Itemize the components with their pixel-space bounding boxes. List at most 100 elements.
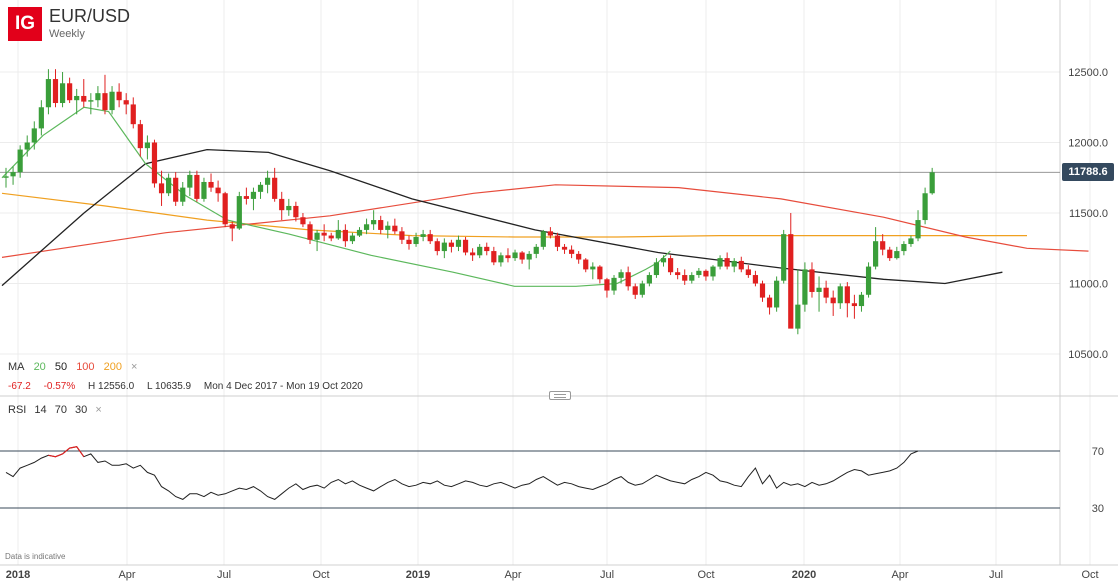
interval-label: Weekly [49,28,85,40]
x-tick-label: Jul [600,569,614,581]
price-stats: -67.2 -0.57% H 12556.0 L 10635.9 Mon 4 D… [8,381,373,392]
candle-up [858,294,865,307]
candle-down [830,297,836,304]
candle-down [194,174,200,199]
rsi-period[interactable]: 14 [34,404,47,416]
candle-down [823,287,829,298]
candle-down [215,187,221,194]
candle-up [166,177,172,194]
ma20-label[interactable]: 20 [33,361,46,373]
candle-up [95,93,101,101]
candle-down [583,259,589,270]
candle-up [187,174,193,188]
candle-down [151,142,158,184]
candle-up [236,196,242,229]
candle-up [371,220,377,225]
candle-down [342,229,348,242]
rsi-legend: RSI 14 70 30 × [8,404,107,416]
candle-down [484,246,490,252]
candle-down [569,249,575,254]
candle-down [81,95,87,102]
axes: 12500.0 12000.0 11500.0 11000.0 10500.0 70 30 2… [6,67,1108,581]
candle-up [201,181,207,199]
candle-up [929,172,935,194]
candle-up [10,172,16,177]
candle-up [180,187,186,202]
candle-down [604,279,610,291]
ma50-label[interactable]: 50 [54,361,68,373]
candle-down [307,224,313,240]
rsi-lower[interactable]: 30 [75,404,88,416]
rsi-tick-label: 30 [1092,503,1104,515]
y-tick-label: 12000.0 [1068,138,1108,150]
ma200-label[interactable]: 200 [103,361,122,373]
candle-down [52,79,59,104]
candle-down [378,220,384,230]
candle-down [434,241,440,252]
candle-up [3,176,9,178]
rsi-tick-label: 70 [1092,446,1104,458]
ma-legend: MA 20 50 100 200 × [8,361,143,373]
instrument-title: EUR/USD [49,6,131,26]
y-tick-label: 11000.0 [1069,279,1108,291]
candle-down [724,258,730,267]
candle-up [922,193,928,221]
y-tick-label: 10500.0 [1068,349,1108,361]
candle-up [257,184,264,192]
candle-down [766,297,773,308]
candle-up [540,231,546,247]
candle-down [67,83,73,101]
candle-up [512,252,518,259]
candle-down [887,249,893,259]
ma100-label[interactable]: 100 [76,361,95,373]
candle-up [689,275,695,281]
candle-up [286,205,292,211]
x-tick-label: Jul [989,569,1003,581]
ma-close-icon[interactable]: × [131,361,138,373]
candle-down [667,258,674,273]
candle-down [561,246,568,250]
candle-down [448,242,455,247]
x-tick-label: 2018 [6,569,30,581]
candle-up [526,253,532,260]
candle-up [88,100,94,102]
candle-up [144,142,150,149]
candle-down [809,269,815,292]
candle-up [477,246,483,256]
candle-up [498,255,504,263]
candle-down [675,272,681,276]
current-price-tag: 11788.6 [1062,163,1114,181]
x-tick-label: Oct [697,569,714,581]
candle-up [363,224,370,230]
y-tick-label: 12500.0 [1068,67,1108,79]
rsi-panel [0,446,1060,509]
rsi-overbought-segment [48,446,85,458]
candle-down [123,100,129,105]
rsi-upper[interactable]: 70 [54,404,67,416]
candle-up [901,244,907,252]
candle-up [413,236,419,245]
high-value: H 12556.0 [88,381,135,392]
candle-down [759,283,766,298]
rsi-close-icon[interactable]: × [95,404,102,416]
candle-down [745,269,751,276]
candle-down [229,224,235,229]
change-percent: -0.57% [43,381,76,392]
candle-up [590,266,596,270]
candle-down [272,177,278,199]
x-tick-label: 2020 [792,569,816,581]
candle-down [554,235,561,247]
candle-up [802,269,808,305]
x-tick-label: Apr [891,569,908,581]
panel-splitter-handle[interactable] [549,391,571,400]
candle-down [116,91,122,101]
candle-up [873,241,879,267]
candle-up [618,272,624,278]
candle-down [300,217,306,225]
candle-up [24,142,30,150]
candle-up [837,286,843,304]
ma200-line [1,192,1027,238]
candle-up [109,91,115,111]
candle-down [222,193,228,225]
